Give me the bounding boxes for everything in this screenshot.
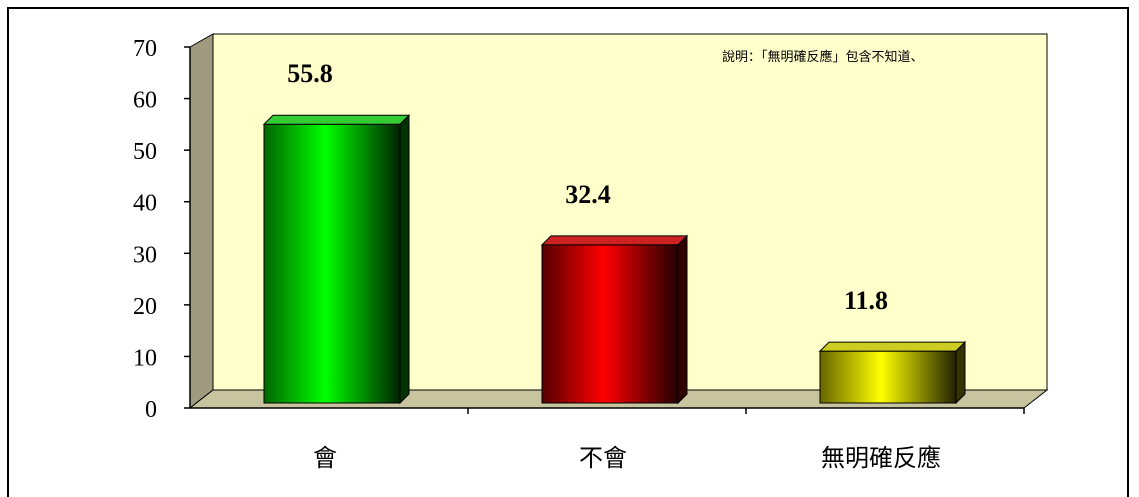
category-labels: 會 不會 無明確反應 [313, 444, 941, 472]
data-label: 11.8 [844, 286, 888, 315]
bar-front [263, 123, 401, 404]
plot-side-wall [189, 33, 214, 410]
bar-top [262, 114, 411, 125]
y-tick-label: 50 [133, 139, 157, 165]
bar-front [819, 350, 957, 404]
y-tick-label: 30 [133, 242, 157, 268]
bars [262, 114, 967, 405]
y-tick-label: 20 [133, 294, 157, 320]
data-label: 55.8 [287, 59, 333, 88]
y-axis-ticks: 0 10 20 30 40 50 60 70 [133, 36, 190, 423]
bar-front [541, 244, 679, 404]
x-axis-ticks [467, 408, 1025, 414]
y-tick-label: 40 [133, 191, 157, 217]
y-tick-label: 70 [133, 36, 157, 62]
bar [540, 234, 689, 405]
y-tick-label: 60 [133, 88, 157, 114]
bar-top [540, 235, 689, 246]
bar [262, 114, 411, 405]
x-tick-label: 不會 [579, 444, 627, 472]
bar [818, 340, 967, 405]
x-tick-label: 無明確反應 [821, 444, 941, 472]
data-label: 32.4 [565, 180, 611, 209]
x-tick-label: 會 [313, 444, 337, 472]
chart-frame [7, 7, 1129, 497]
y-tick-label: 0 [145, 397, 157, 423]
y-tick-label: 10 [133, 345, 157, 371]
bar-side [399, 114, 410, 405]
bar-side [677, 234, 688, 405]
bar-top [818, 341, 967, 352]
value-labels: 55.8 32.4 11.8 [287, 59, 888, 315]
chart-annotation: 說明：「無明確反應」包含不知道、 [722, 49, 924, 65]
bar-side [955, 340, 966, 405]
